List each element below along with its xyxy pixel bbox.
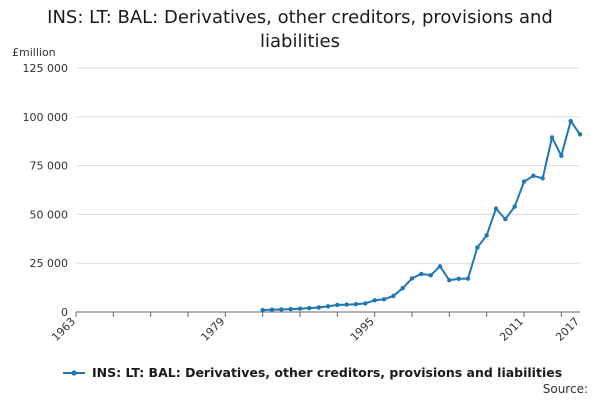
y-axis-unit-label: £million xyxy=(12,46,56,59)
data-point[interactable] xyxy=(531,173,536,178)
data-point[interactable] xyxy=(400,285,405,291)
data-point[interactable] xyxy=(335,302,340,308)
data-point[interactable] xyxy=(353,301,359,307)
data-point[interactable] xyxy=(297,306,303,311)
data-point[interactable] xyxy=(484,233,489,238)
y-tick-label: 50 000 xyxy=(30,208,69,221)
y-tick-label: 0 xyxy=(61,306,68,319)
legend-marker-icon xyxy=(63,369,85,376)
data-point[interactable] xyxy=(512,204,517,209)
x-tick-label: 2011 xyxy=(497,315,526,344)
series-line xyxy=(262,120,581,311)
data-point[interactable] xyxy=(475,245,480,250)
data-point[interactable] xyxy=(325,304,331,309)
grid-lines xyxy=(76,67,580,313)
data-point[interactable] xyxy=(428,273,433,278)
data-point[interactable] xyxy=(447,277,452,283)
data-point[interactable] xyxy=(568,118,573,124)
y-tick-label: 100 000 xyxy=(23,111,69,124)
x-tick-label: 2017 xyxy=(553,315,582,344)
data-point[interactable] xyxy=(409,276,415,281)
data-point[interactable] xyxy=(372,298,377,303)
data-point[interactable] xyxy=(465,276,471,281)
data-point[interactable] xyxy=(437,264,443,269)
data-point[interactable] xyxy=(521,179,527,184)
data-point[interactable] xyxy=(307,305,312,311)
data-point[interactable] xyxy=(391,293,396,299)
series-layer xyxy=(260,118,583,313)
data-point[interactable] xyxy=(288,306,293,312)
data-point[interactable] xyxy=(260,307,265,313)
y-tick-label: 125 000 xyxy=(23,62,69,75)
data-point[interactable] xyxy=(363,301,368,306)
data-point[interactable] xyxy=(279,307,284,312)
source-label: Source: xyxy=(542,382,588,396)
data-point[interactable] xyxy=(503,216,508,222)
data-point[interactable] xyxy=(344,302,349,307)
chart-title: INS: LT: BAL: Derivatives, other credito… xyxy=(47,7,553,52)
legend: INS: LT: BAL: Derivatives, other credito… xyxy=(62,365,562,380)
x-tick-label: 1963 xyxy=(49,315,78,344)
axes: 0 25 000 50 000 75 000 100 000 125 000 1963 197… xyxy=(23,62,583,344)
data-point[interactable] xyxy=(456,276,461,282)
legend-label: INS: LT: BAL: Derivatives, other credito… xyxy=(92,365,563,380)
data-point[interactable] xyxy=(381,297,387,302)
data-point[interactable] xyxy=(577,132,583,137)
data-point[interactable] xyxy=(559,153,564,159)
data-point[interactable] xyxy=(316,305,321,310)
data-point[interactable] xyxy=(269,307,275,312)
y-tick-label: 75 000 xyxy=(30,160,69,173)
x-tick-label: 1979 xyxy=(198,315,227,344)
data-point[interactable] xyxy=(540,176,545,181)
data-point[interactable] xyxy=(549,135,555,140)
x-tick-label: 1995 xyxy=(348,315,377,344)
data-point[interactable] xyxy=(493,206,499,211)
y-tick-label: 25 000 xyxy=(30,257,69,270)
data-point[interactable] xyxy=(419,271,424,277)
